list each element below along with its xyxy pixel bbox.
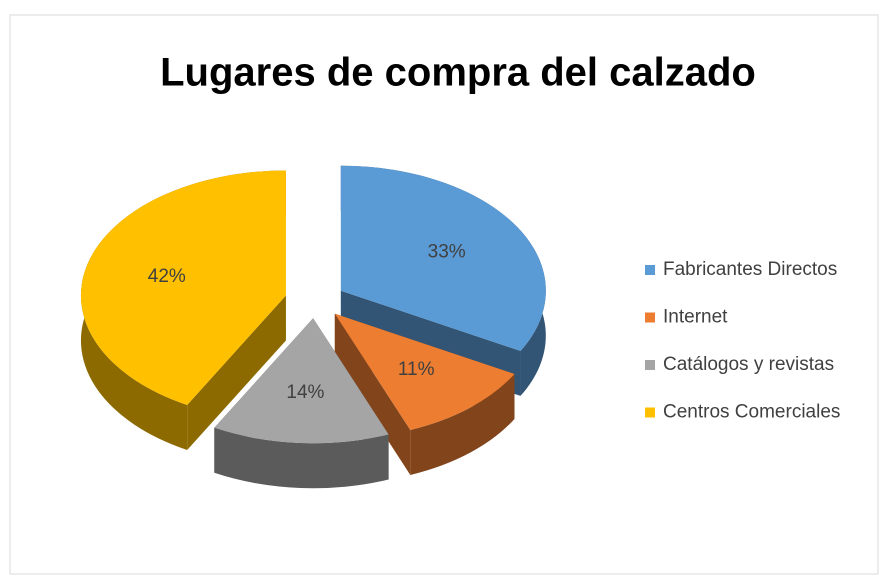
pie-slice xyxy=(80,170,286,450)
chart-title: Lugares de compra del calzado xyxy=(160,51,756,95)
slice-side xyxy=(410,373,515,475)
slice-top xyxy=(340,165,546,351)
pie-slice xyxy=(334,313,515,475)
slice-side xyxy=(214,427,389,489)
legend-swatch xyxy=(645,265,655,275)
legend-label: Catálogos y revistas xyxy=(663,354,834,375)
data-label: 11% xyxy=(398,359,435,380)
legend-swatch xyxy=(645,312,655,323)
slice-top xyxy=(80,170,286,405)
data-label: 42% xyxy=(148,266,186,287)
legend-swatch xyxy=(645,407,655,418)
legend-label: Internet xyxy=(663,307,728,328)
data-label: 33% xyxy=(428,242,466,263)
legend-swatch xyxy=(645,360,655,370)
slice-top xyxy=(334,313,515,430)
pie-slice xyxy=(214,318,389,489)
legend-label: Fabricantes Directos xyxy=(663,259,837,280)
slice-wall xyxy=(187,295,286,450)
data-label: 14% xyxy=(286,382,324,403)
slice-top xyxy=(214,318,389,444)
slice-wall xyxy=(334,313,411,475)
legend-label: Centros Comerciales xyxy=(663,402,840,423)
